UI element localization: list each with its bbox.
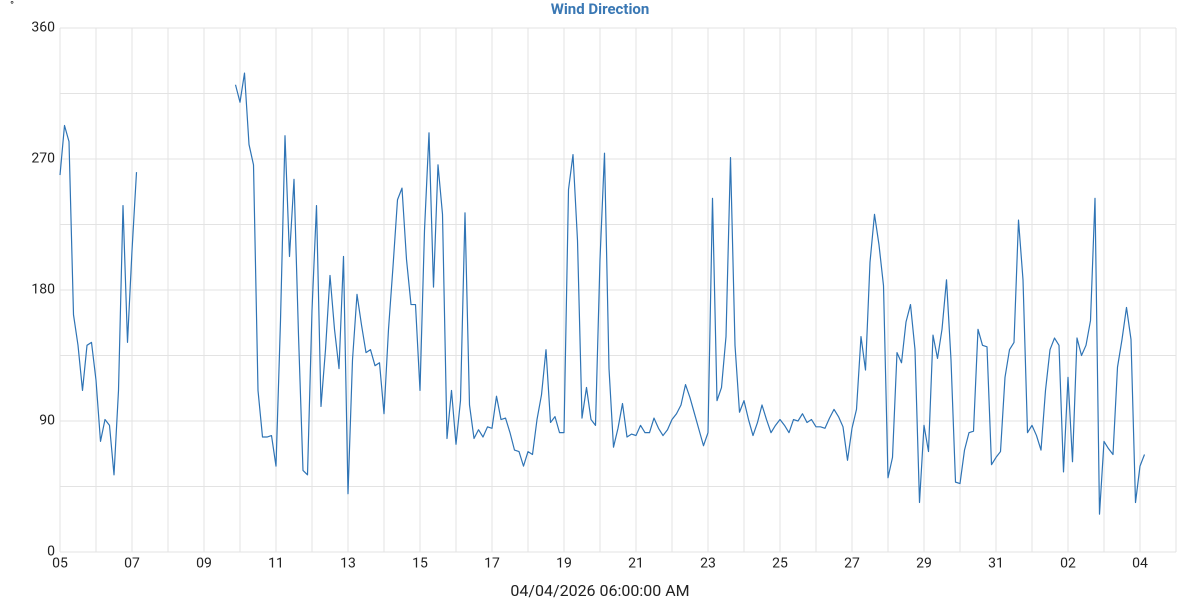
x-tick-label: 27 [844, 556, 860, 572]
x-tick-label: 19 [556, 556, 572, 572]
x-tick-label: 05 [52, 556, 68, 572]
x-tick-label: 31 [988, 556, 1004, 572]
x-tick-label: 21 [628, 556, 644, 572]
x-tick-label: 23 [700, 556, 716, 572]
x-tick-label: 09 [196, 556, 212, 572]
x-tick-label: 25 [772, 556, 788, 572]
y-tick-label: 0 [47, 544, 55, 560]
y-unit: ° [10, 0, 14, 12]
x-tick-label: 29 [916, 556, 932, 572]
x-tick-label: 04 [1132, 556, 1148, 572]
grid: 0 90 180 270 360 05 07 09 11 13 15 17 19 21 23 25 27 29 31… [31, 20, 1177, 572]
y-tick-label: 360 [31, 20, 55, 36]
x-tick-label: 13 [340, 556, 356, 572]
y-tick-label: 270 [31, 151, 55, 167]
x-tick-label: 15 [412, 556, 428, 572]
x-tick-label: 17 [484, 556, 500, 572]
plot [59, 72, 1146, 515]
data-line [59, 72, 1146, 515]
chart-title: Wind Direction [551, 0, 650, 18]
x-tick-label: 11 [268, 556, 284, 572]
y-tick-label: 90 [39, 413, 55, 429]
x-tick-label: 07 [124, 556, 140, 572]
x-axis-label: 04/04/2026 06:00:00 AM [510, 581, 689, 600]
y-tick-label: 180 [31, 282, 55, 298]
x-tick-label: 02 [1060, 556, 1076, 572]
